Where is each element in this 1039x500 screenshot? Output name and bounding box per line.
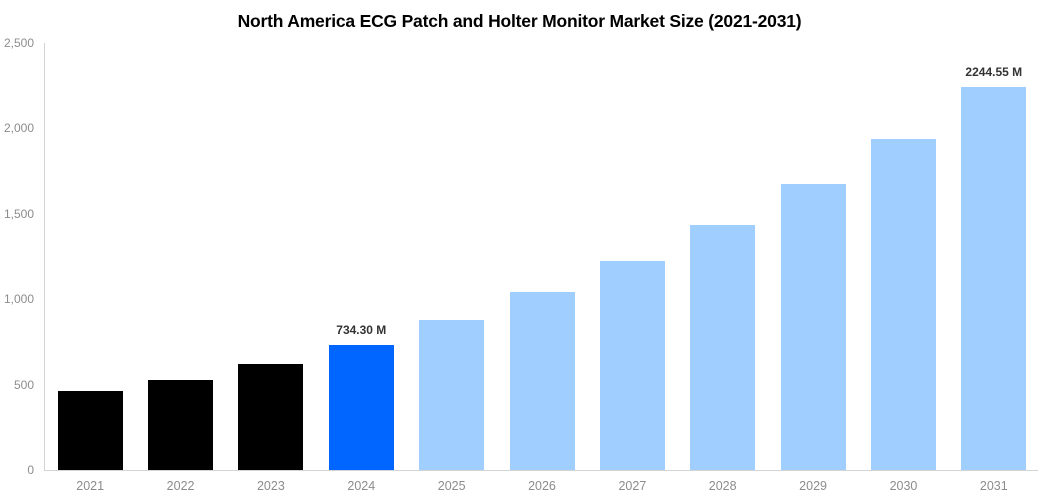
bar-2025[interactable]	[419, 319, 485, 470]
bar-2027[interactable]	[599, 260, 665, 470]
x-tick-label-2027: 2027	[618, 479, 647, 493]
bar-2022[interactable]	[148, 379, 213, 470]
x-tick-label-2024: 2024	[347, 479, 376, 493]
y-tick-label-1500: 1,500	[3, 206, 34, 221]
y-tick-label-500: 500	[13, 377, 34, 392]
bar-2024[interactable]	[328, 344, 394, 470]
y-tick-label-2500: 2,500	[3, 36, 34, 50]
bar-2029[interactable]	[780, 183, 846, 470]
x-axis-line	[44, 470, 1038, 471]
x-tick-label-2023: 2023	[256, 479, 285, 493]
y-tick-label-0: 0	[27, 463, 34, 477]
bar-2023[interactable]	[238, 364, 304, 470]
chart-title: North America ECG Patch and Holter Monit…	[237, 11, 802, 31]
x-tick-label-2031: 2031	[979, 479, 1008, 493]
x-tick-label-2029: 2029	[799, 479, 827, 493]
x-tick-label-2026: 2026	[528, 479, 556, 493]
x-tick-label-2030: 2030	[889, 479, 918, 493]
bar-2030[interactable]	[871, 138, 936, 470]
data-label-2031: 2244.55 M	[965, 64, 1023, 79]
x-tick-label-2022: 2022	[166, 479, 195, 493]
y-axis-line	[44, 43, 45, 471]
bar-2026[interactable]	[509, 292, 575, 470]
bar-2021[interactable]	[57, 391, 123, 470]
x-tick-label-2025: 2025	[437, 479, 466, 493]
y-tick-label-2000: 2,000	[3, 121, 34, 136]
bar-2028[interactable]	[690, 224, 756, 470]
x-tick-label-2021: 2021	[76, 479, 105, 493]
bar-2031[interactable]	[961, 86, 1027, 470]
y-tick-label-1000: 1,000	[3, 292, 34, 307]
data-label-2024: 734.30 M	[336, 322, 387, 337]
plot-area: 734.30 M 2244.55 M	[45, 43, 1039, 470]
x-tick-label-2028: 2028	[708, 479, 737, 493]
